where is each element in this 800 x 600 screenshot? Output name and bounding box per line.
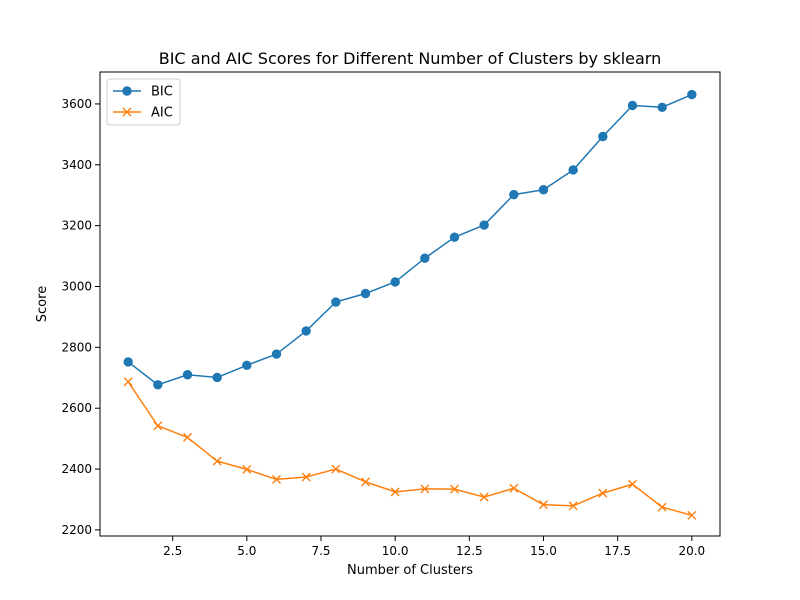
- x-tick-label: 2.5: [163, 544, 182, 558]
- x-axis: 2.5 5.0 7.5 10.0 12.5 15.0 17.5 20.0: [163, 536, 705, 558]
- y-tick-label: 3600: [61, 97, 92, 111]
- data-point-bic: [153, 380, 163, 390]
- y-axis-label: Score: [35, 286, 50, 322]
- data-point-bic: [479, 220, 489, 230]
- data-point-bic: [360, 288, 371, 299]
- x-tick-label: 10.0: [382, 544, 409, 558]
- data-point-aic: [509, 483, 519, 493]
- series-aic: [123, 377, 697, 520]
- data-point-aic: [568, 501, 578, 511]
- data-point-aic: [450, 484, 459, 494]
- series-line-bic: [127, 93, 693, 386]
- data-point-aic: [272, 474, 282, 484]
- data-point-aic: [153, 421, 163, 431]
- data-point-bic: [182, 370, 193, 380]
- x-axis-label: Number of Clusters: [347, 563, 473, 578]
- legend: BIC AIC: [106, 78, 181, 126]
- data-point-aic: [420, 484, 430, 494]
- x-tick-label: 5.0: [237, 544, 256, 558]
- axes-frame: [99, 71, 721, 537]
- data-point-bic: [331, 297, 341, 307]
- data-point-bic: [420, 253, 430, 263]
- data-point-bic: [301, 326, 311, 336]
- data-point-aic: [598, 488, 608, 498]
- chart-title: BIC and AIC Scores for Different Number …: [159, 49, 662, 68]
- data-point-bic: [687, 89, 697, 100]
- data-point-aic: [183, 432, 193, 442]
- y-tick-label: 2200: [61, 523, 92, 537]
- data-point-bic: [627, 100, 638, 111]
- x-tick-label: 12.5: [456, 544, 483, 558]
- y-tick-label: 3200: [61, 219, 92, 233]
- x-tick-label: 17.5: [604, 544, 631, 558]
- y-tick-label: 2400: [61, 462, 92, 476]
- y-tick-label: 2800: [61, 340, 92, 354]
- data-point-bic: [271, 349, 282, 359]
- y-tick-label: 3400: [61, 158, 92, 172]
- legend-label-aic: AIC: [151, 106, 173, 121]
- y-axis: 2200 2400 2600 2800 3000 3200 3400 3600: [61, 97, 100, 537]
- data-point-bic: [598, 131, 608, 142]
- data-point-aic: [212, 456, 222, 466]
- data-point-bic: [212, 372, 222, 383]
- legend-marker-bic: [122, 86, 132, 96]
- legend-marker-aic: [122, 107, 132, 117]
- data-point-bic: [390, 277, 400, 287]
- data-point-bic: [509, 189, 519, 200]
- y-tick-label: 3000: [61, 280, 92, 294]
- data-point-aic: [687, 510, 697, 520]
- data-point-aic: [242, 464, 252, 474]
- data-point-bic: [123, 357, 133, 367]
- series-line-aic: [127, 381, 693, 517]
- plot-area: [123, 89, 697, 520]
- data-point-aic: [123, 377, 133, 387]
- data-point-bic: [568, 165, 578, 175]
- data-point-bic: [242, 360, 252, 371]
- data-point-aic: [390, 487, 400, 497]
- data-point-bic: [449, 232, 460, 242]
- data-point-aic: [627, 479, 637, 489]
- data-point-aic: [538, 500, 548, 510]
- data-point-aic: [657, 502, 667, 512]
- y-tick-label: 2600: [61, 401, 92, 415]
- data-point-aic: [301, 472, 311, 482]
- series-bic: [123, 89, 697, 390]
- data-point-bic: [657, 102, 667, 112]
- data-point-bic: [538, 185, 549, 195]
- data-point-aic: [331, 464, 341, 474]
- x-tick-label: 7.5: [311, 544, 330, 558]
- x-tick-label: 20.0: [678, 544, 705, 558]
- legend-label-bic: BIC: [151, 85, 173, 100]
- data-point-aic: [361, 477, 370, 487]
- data-point-aic: [479, 492, 489, 502]
- x-tick-label: 15.0: [530, 544, 557, 558]
